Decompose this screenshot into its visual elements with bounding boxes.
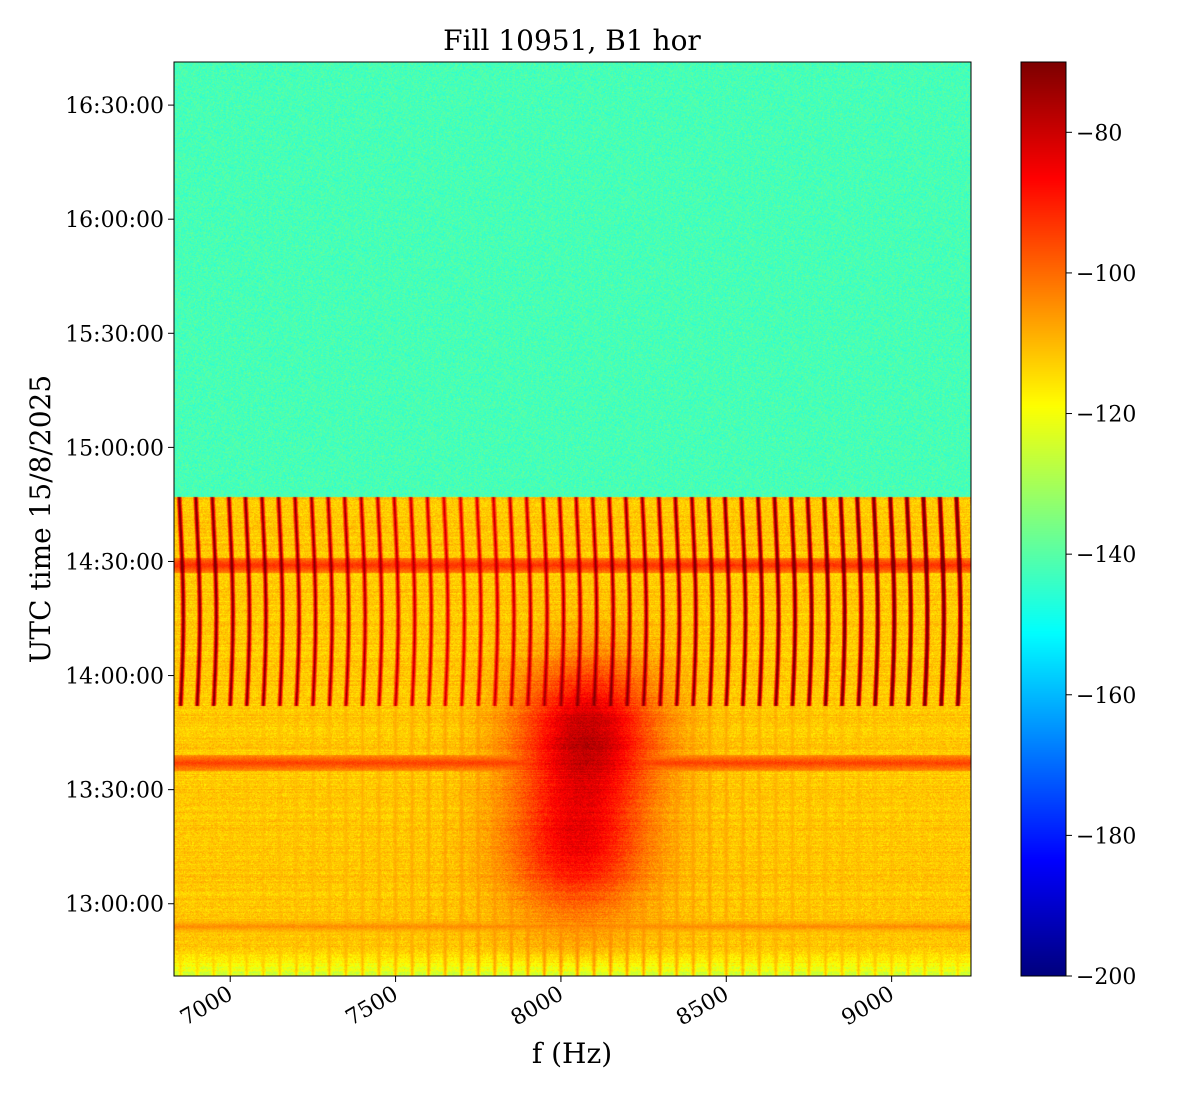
- colorbar-ticks: −200 −180 −160 −140 −120 −100 −80: [1066, 121, 1136, 990]
- chart-title: Fill 10951, B1 hor: [443, 24, 701, 57]
- colorbar-gradient: [1021, 62, 1066, 976]
- x-axis-label: f (Hz): [532, 1037, 612, 1070]
- y-tick-label: 15:30:00: [65, 322, 164, 347]
- x-tick-label: 7500: [342, 982, 403, 1032]
- colorbar-tick-label: −80: [1076, 121, 1122, 146]
- y-axis-ticks: 13:00:00 13:30:00 14:00:00 14:30:00 15:00:00…: [65, 94, 174, 918]
- colorbar: −200 −180 −160 −140 −120 −100 −80: [1020, 61, 1136, 990]
- y-tick-label: 16:30:00: [65, 94, 164, 119]
- y-tick-label: 15:00:00: [65, 436, 164, 461]
- colorbar-tick-label: −200: [1076, 965, 1136, 990]
- y-tick-label: 13:30:00: [65, 779, 164, 804]
- colorbar-frame: [1020, 61, 1067, 977]
- x-tick-label: 8000: [507, 982, 568, 1032]
- y-axis-label: UTC time 15/8/2025: [24, 375, 57, 663]
- spectrogram-heatmap: [174, 62, 971, 976]
- x-tick-label: 8500: [672, 982, 733, 1032]
- y-tick-label: 14:30:00: [65, 550, 164, 575]
- x-tick-label: 9000: [838, 982, 899, 1032]
- x-tick-label: 7000: [176, 982, 237, 1032]
- y-tick-label: 14:00:00: [65, 665, 164, 690]
- x-axis-ticks: 7000 7500 8000 8500 9000: [176, 976, 899, 1032]
- colorbar-tick-label: −180: [1076, 824, 1136, 849]
- plot-frame: [173, 61, 972, 977]
- y-tick-label: 13:00:00: [65, 893, 164, 918]
- colorbar-tick-label: −120: [1076, 403, 1136, 428]
- y-tick-label: 16:00:00: [65, 208, 164, 233]
- spectrogram-plot-area: [173, 61, 972, 977]
- colorbar-tick-label: −100: [1076, 262, 1136, 287]
- colorbar-tick-label: −160: [1076, 684, 1136, 709]
- colorbar-tick-label: −140: [1076, 543, 1136, 568]
